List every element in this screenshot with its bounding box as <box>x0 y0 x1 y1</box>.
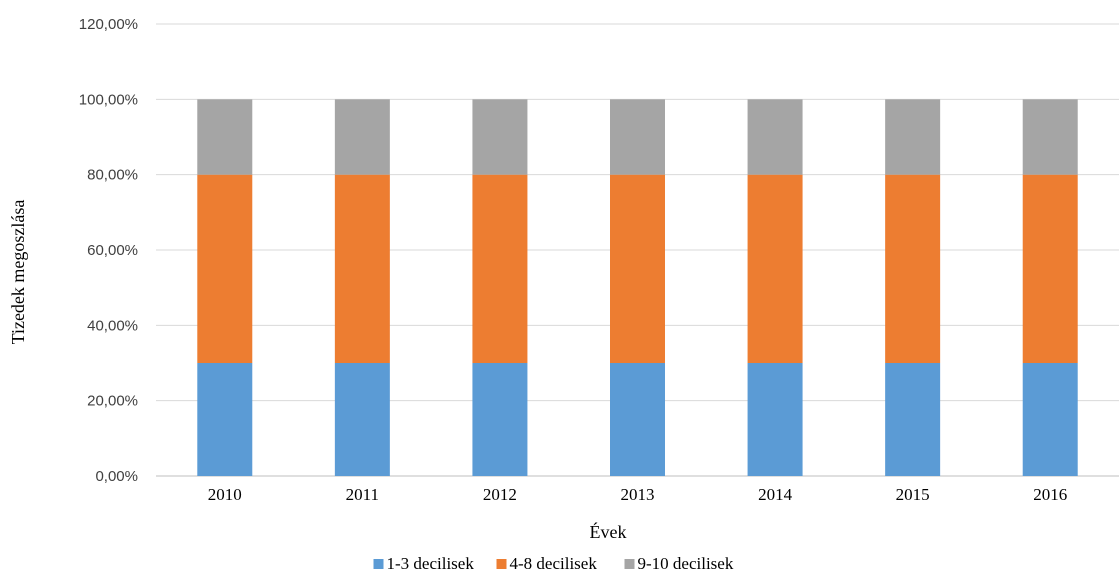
y-tick-labels: 0,00% 20,00% 40,00% 60,00% 80,00% 100,00% 120,… <box>79 16 138 485</box>
bar-segment <box>335 175 390 363</box>
x-tick-label: 2012 <box>483 485 517 504</box>
legend-label: 9-10 decilisek <box>638 554 734 573</box>
x-tick-label: 2016 <box>1033 485 1067 504</box>
y-tick-label: 100,00% <box>79 91 138 108</box>
x-tick-label: 2013 <box>621 485 655 504</box>
x-tick-label: 2014 <box>758 485 793 504</box>
bar-segment <box>1023 363 1078 476</box>
bar-segment <box>748 99 803 174</box>
y-tick-label: 80,00% <box>87 167 138 184</box>
bar-segment <box>472 363 527 476</box>
y-tick-label: 40,00% <box>87 317 138 334</box>
bar-segment <box>885 363 940 476</box>
y-tick-label: 60,00% <box>87 242 138 259</box>
bar-segment <box>335 363 390 476</box>
bar-segment <box>1023 175 1078 363</box>
bar-segment <box>610 363 665 476</box>
bars <box>197 99 1077 476</box>
bar-segment <box>885 175 940 363</box>
legend: 1-3 decilisek 4-8 decilisek 9-10 decilisek <box>374 554 734 573</box>
legend-swatch <box>625 559 635 569</box>
legend-label: 4-8 decilisek <box>510 554 598 573</box>
bar-segment <box>610 175 665 363</box>
legend-swatch <box>497 559 507 569</box>
y-tick-label: 120,00% <box>79 16 138 33</box>
x-tick-labels: 2010 2011 2012 2013 2014 2015 2016 <box>208 485 1067 504</box>
bar-segment <box>197 363 252 476</box>
x-tick-label: 2011 <box>346 485 379 504</box>
bar-segment <box>748 363 803 476</box>
x-tick-label: 2015 <box>896 485 930 504</box>
legend-label: 1-3 decilisek <box>387 554 475 573</box>
bar-segment <box>197 175 252 363</box>
y-axis-title: Tizedek megoszlása <box>8 200 28 345</box>
bar-segment <box>197 99 252 174</box>
y-tick-label: 0,00% <box>95 468 138 485</box>
x-tick-label: 2010 <box>208 485 242 504</box>
bar-segment <box>885 99 940 174</box>
bar-segment <box>472 99 527 174</box>
bar-segment <box>748 175 803 363</box>
bar-segment <box>1023 99 1078 174</box>
x-axis-title: Évek <box>590 521 627 542</box>
bar-segment <box>335 99 390 174</box>
bar-segment <box>610 99 665 174</box>
legend-swatch <box>374 559 384 569</box>
y-tick-label: 20,00% <box>87 393 138 410</box>
bar-segment <box>472 175 527 363</box>
